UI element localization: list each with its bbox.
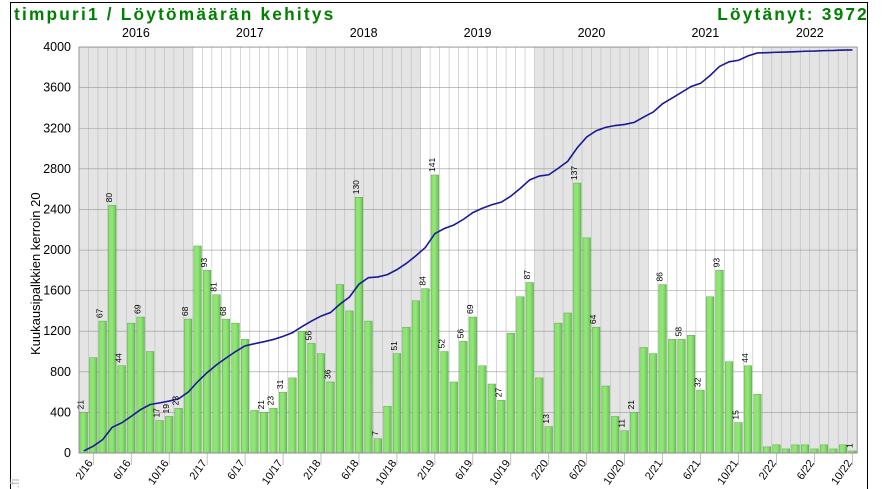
svg-text:6/20: 6/20: [567, 458, 589, 482]
svg-text:800: 800: [50, 365, 71, 379]
svg-text:400: 400: [50, 405, 71, 419]
svg-text:81: 81: [209, 282, 219, 292]
svg-text:68: 68: [218, 306, 228, 316]
svg-text:2022: 2022: [796, 26, 824, 40]
svg-text:10/21: 10/21: [715, 458, 741, 487]
svg-text:6/18: 6/18: [339, 458, 361, 482]
svg-text:93: 93: [712, 258, 722, 268]
svg-text:11: 11: [617, 419, 627, 428]
svg-text:15: 15: [731, 410, 741, 420]
svg-text:2/16: 2/16: [74, 458, 96, 482]
svg-text:1200: 1200: [43, 324, 71, 338]
svg-text:141: 141: [427, 157, 437, 171]
svg-text:32: 32: [693, 377, 703, 387]
svg-text:44: 44: [740, 353, 750, 363]
svg-text:0: 0: [64, 446, 71, 460]
svg-text:13: 13: [541, 414, 551, 424]
svg-text:2017: 2017: [236, 26, 264, 40]
svg-text:137: 137: [569, 166, 579, 180]
svg-text:44: 44: [114, 353, 124, 363]
svg-text:64: 64: [588, 314, 598, 324]
svg-text:93: 93: [199, 258, 209, 268]
svg-text:80: 80: [104, 193, 114, 203]
svg-text:23: 23: [171, 396, 181, 406]
svg-text:10/19: 10/19: [488, 458, 514, 487]
svg-text:56: 56: [455, 329, 465, 339]
svg-text:2016: 2016: [122, 26, 150, 40]
svg-text:7: 7: [370, 431, 380, 436]
svg-text:2/17: 2/17: [187, 458, 209, 482]
svg-text:10/17: 10/17: [260, 458, 286, 487]
svg-text:4000: 4000: [43, 40, 71, 54]
svg-text:10/20: 10/20: [602, 458, 628, 487]
svg-text:6/21: 6/21: [681, 458, 703, 482]
svg-text:10/16: 10/16: [146, 458, 172, 487]
svg-text:2/18: 2/18: [301, 458, 323, 482]
svg-text:2/20: 2/20: [529, 458, 551, 482]
svg-text:17: 17: [152, 408, 162, 418]
svg-text:2018: 2018: [350, 26, 378, 40]
svg-text:68: 68: [180, 306, 190, 316]
svg-text:2000: 2000: [43, 243, 71, 257]
svg-text:84: 84: [417, 276, 427, 286]
svg-text:3600: 3600: [43, 81, 71, 95]
svg-text:87: 87: [522, 270, 532, 280]
svg-text:2019: 2019: [464, 26, 492, 40]
svg-text:69: 69: [465, 304, 475, 314]
svg-text:2800: 2800: [43, 162, 71, 176]
svg-text:2/19: 2/19: [415, 458, 437, 482]
svg-text:2/22: 2/22: [757, 458, 779, 482]
svg-text:86: 86: [655, 272, 665, 282]
svg-text:10/22: 10/22: [829, 458, 855, 487]
svg-text:31: 31: [275, 379, 285, 389]
svg-text:67: 67: [95, 308, 105, 318]
svg-text:10/18: 10/18: [374, 458, 400, 487]
svg-text:56: 56: [304, 331, 314, 341]
svg-text:130: 130: [351, 180, 361, 194]
svg-text:2020: 2020: [578, 26, 606, 40]
svg-text:69: 69: [133, 304, 143, 314]
svg-text:6/22: 6/22: [795, 458, 817, 482]
svg-text:6/19: 6/19: [453, 458, 475, 482]
svg-text:52: 52: [436, 339, 446, 349]
svg-text:2/21: 2/21: [643, 458, 665, 482]
svg-text:21: 21: [626, 400, 636, 410]
svg-text:2021: 2021: [691, 26, 719, 40]
svg-text:23: 23: [266, 396, 276, 406]
svg-text:51: 51: [389, 341, 399, 351]
svg-text:1600: 1600: [43, 284, 71, 298]
svg-text:3200: 3200: [43, 121, 71, 135]
svg-text:6/17: 6/17: [225, 458, 247, 482]
svg-text:36: 36: [322, 369, 332, 379]
svg-text:27: 27: [493, 388, 503, 398]
svg-text:21: 21: [76, 400, 86, 410]
svg-text:58: 58: [674, 327, 684, 337]
svg-text:2400: 2400: [43, 202, 71, 216]
svg-text:1: 1: [844, 443, 854, 448]
svg-text:6/16: 6/16: [112, 458, 134, 482]
